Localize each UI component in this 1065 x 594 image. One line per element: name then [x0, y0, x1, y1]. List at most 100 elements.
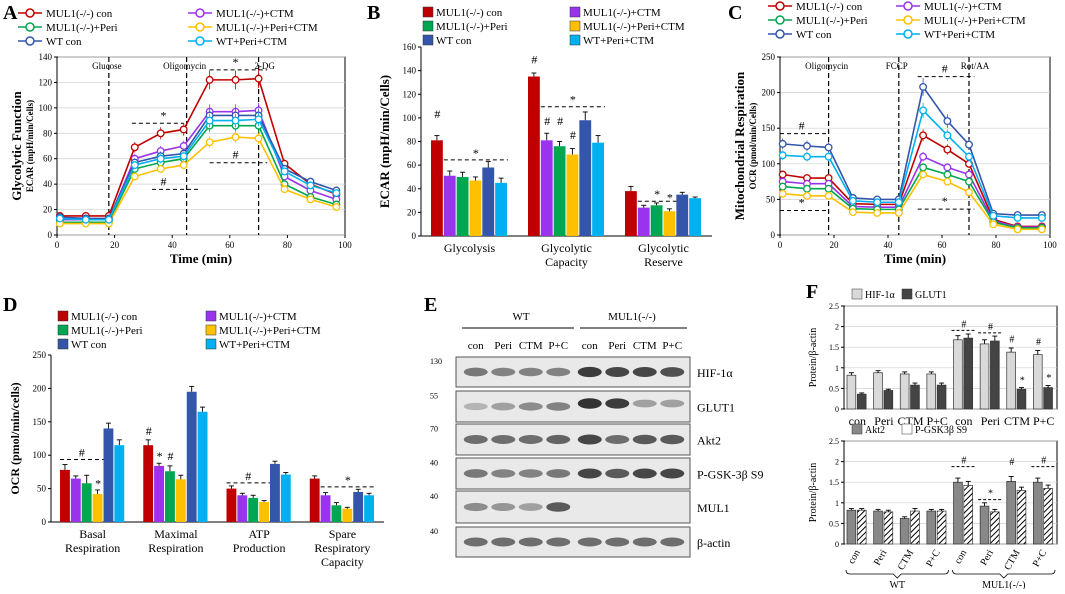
xtick-label-C-80: 80: [992, 240, 1002, 250]
y-axis-label-D: OCR (pmol/min/cells): [8, 382, 22, 494]
blot-band-actin-7: [660, 537, 685, 547]
category-label-F1-4-0: con: [955, 414, 972, 428]
legend-label-D-4: WT con: [71, 339, 107, 351]
blot-band-mul1-0: [463, 502, 488, 512]
data-point-C-2-0: [778, 182, 787, 191]
blot-band-glut1-2: [518, 402, 543, 411]
data-point-C-5-3: [848, 196, 857, 205]
xtick-label-A-80: 80: [283, 240, 293, 250]
blot-band-p-gsk-3-s9-5: [605, 468, 630, 479]
legend-label-D-0: MUL1(-/-) con: [71, 311, 138, 323]
x-axis-label-C: Time (min): [884, 251, 946, 266]
ytick-label-A-0: 0: [48, 230, 53, 240]
category-label-B-2-0: Glycolytic: [638, 241, 689, 255]
blot-band-mul1-3: [546, 502, 571, 512]
ytick-label-C-250: 250: [762, 52, 776, 62]
legend-label-F1-1: GLUT1: [915, 290, 947, 301]
annotation-D-1: *: [95, 476, 101, 490]
bar-B-wt-con-1: [579, 120, 592, 236]
bar-F2-p-gsk3-s9-0: [856, 509, 867, 545]
blot-row-label-actin: β-actin: [697, 536, 730, 550]
y-axis-label-A: Glycolytic Function: [9, 91, 24, 201]
ytick-label-B-40: 40: [407, 184, 417, 194]
legend-label-C-3: MUL1(-/-)+Peri+CTM: [924, 15, 1026, 27]
blot-band-p-gsk-3-s9-3: [546, 469, 571, 478]
ytick-label-B-60: 60: [407, 160, 417, 170]
blot-lane-label-4: con: [582, 340, 598, 352]
series-line-C-mul1-peri: [782, 166, 1042, 229]
bar-F1-hif-1-3: [926, 373, 937, 410]
annotation-F2-0: #: [961, 456, 966, 467]
panel-letter-b: B: [367, 2, 380, 24]
data-point-C-3-4: [873, 208, 882, 217]
data-point-C-4-6: [919, 82, 928, 91]
data-point-C-4-7: [943, 117, 952, 126]
annotation-D-3: *: [157, 449, 163, 463]
ytick-label-B-100: 100: [403, 113, 417, 123]
legend-swatch-B-0: [422, 6, 434, 18]
ytick-label-A-80: 80: [43, 128, 53, 138]
annotation-B-4: #: [544, 114, 550, 128]
data-point-C-5-11: [1037, 213, 1046, 222]
bar-F2-akt2-5: [979, 505, 990, 545]
category-label-D-0-0: Basal: [79, 527, 106, 541]
ytick-label-D-150: 150: [33, 417, 47, 427]
bar-D-mul1-peri-3: [331, 505, 342, 522]
legend-label-A-5: WT+Peri+CTM: [216, 36, 287, 48]
bar-B-wt-peri-ctm-0: [495, 182, 507, 236]
bar-F1-glut1-0: [856, 393, 867, 410]
blot-band-hif-1-4: [577, 366, 602, 378]
ytick-label-B-120: 120: [403, 89, 417, 99]
bar-B-mul1-peri-ctm-0: [469, 180, 482, 236]
blot-group-wt: WT: [512, 311, 529, 323]
data-point-C-0-7: [943, 145, 952, 154]
legend-label-B-5: WT+Peri+CTM: [583, 35, 654, 47]
category-label-D-1-0: Maximal: [154, 527, 198, 541]
legend-swatch-D-4: [57, 338, 69, 350]
bar-F1-hif-1-2: [899, 373, 910, 410]
bar-D-mul1-peri-1: [165, 471, 175, 522]
blot-band-p-gsk-3-s9-4: [577, 468, 602, 479]
data-point-A-5-7: [231, 116, 240, 125]
blot-band-glut1-3: [546, 402, 571, 411]
data-point-C-2-6: [919, 163, 928, 172]
panel-letter-f: F: [806, 281, 818, 303]
xtick-label-A-0: 0: [55, 240, 60, 250]
bar-D-mul1-peri-2: [248, 497, 259, 522]
data-point-C-3-1: [803, 191, 811, 200]
data-point-A-5-10: [306, 181, 315, 190]
ytick-label-A-140: 140: [39, 52, 53, 62]
blot-strip-glut1: [455, 390, 691, 423]
bar-F2-akt2-0: [846, 509, 857, 545]
data-point-A-3-7: [231, 133, 240, 142]
annotation-D-4: #: [167, 449, 173, 463]
legend-marker-A-1: [195, 8, 205, 18]
bar-F1-glut1-6: [1016, 388, 1027, 410]
legend-swatch-F2-1: [901, 423, 913, 435]
xtick-label-A-40: 40: [168, 240, 178, 250]
category-label-B-2-1: Reserve: [644, 255, 683, 269]
legend-label-B-1: MUL1(-/-)+CTM: [583, 7, 661, 19]
bar-B-wt-peri-ctm-1: [592, 142, 604, 236]
bar-B-mul1-peri-ctm-2: [663, 211, 676, 236]
data-point-A-5-5: [179, 152, 188, 161]
blot-band-glut1-4: [577, 398, 602, 409]
data-point-A-5-8: [254, 115, 263, 124]
annotation-C-0: #: [799, 119, 805, 133]
legend-swatch-D-1: [205, 310, 217, 322]
legend-swatch-F1-0: [851, 288, 863, 300]
bar-F1-hif-1-1: [873, 372, 883, 410]
legend-marker-A-0: [25, 8, 35, 18]
y-axis-label-B: ECAR (mpH/min/Cells): [377, 75, 392, 208]
bar-B-wt-peri-ctm-2: [689, 198, 701, 236]
xtick-label-A-20: 20: [110, 240, 120, 250]
data-point-A-5-0: [55, 214, 64, 223]
group-brace-F-1: [952, 569, 1056, 579]
legend-swatch-D-3: [205, 324, 217, 336]
bar-D-mul1-con-2: [226, 488, 237, 522]
injection-label-C-oligomycin: Oligomycin: [805, 61, 848, 71]
legend-swatch-D-0: [57, 310, 69, 322]
bar-D-mul1-peri-ctm-3: [342, 508, 353, 522]
blot-band-hif-1-6: [632, 367, 657, 377]
data-point-C-5-10: [1013, 213, 1022, 222]
